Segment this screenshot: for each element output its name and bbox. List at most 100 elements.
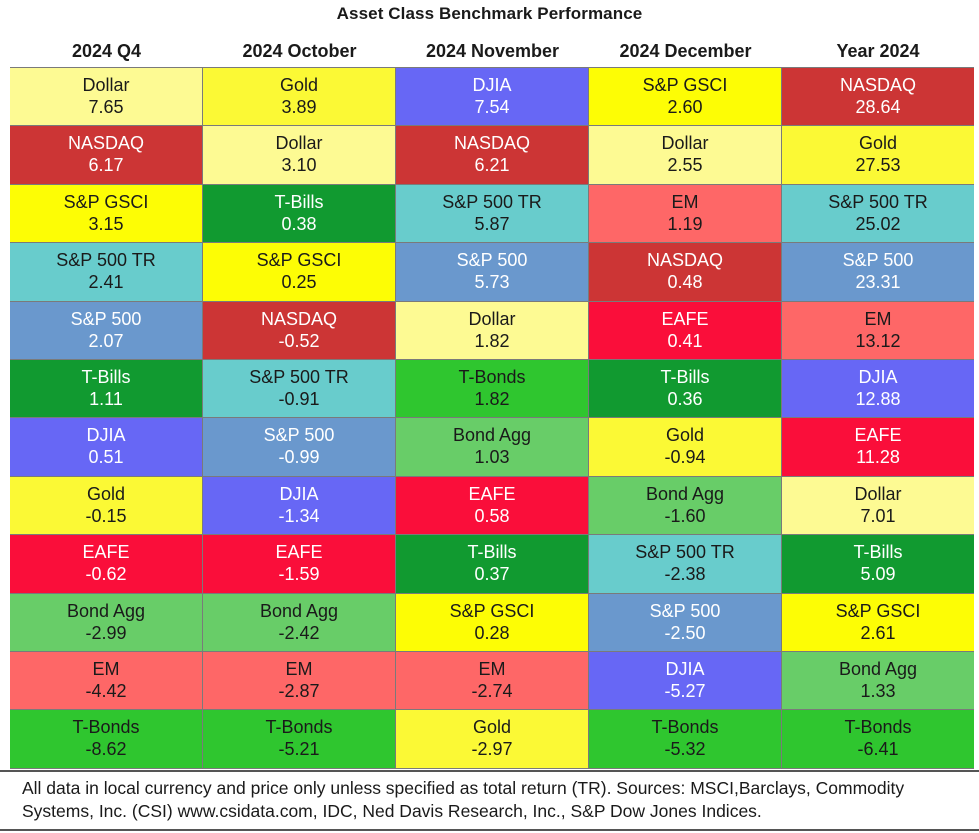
asset-value: -2.97: [471, 739, 513, 759]
table-cell: DJIA 0.51: [10, 418, 203, 477]
asset-value: 0.25: [281, 272, 317, 292]
table-cell: T-Bills 0.38: [203, 185, 396, 243]
asset-name: NASDAQ: [260, 309, 338, 329]
asset-value: -4.42: [85, 681, 127, 701]
asset-value: -2.87: [278, 681, 320, 701]
asset-value: 2.55: [667, 155, 703, 175]
asset-value: 7.54: [474, 97, 510, 117]
asset-value: 0.38: [281, 214, 317, 234]
table-cell: NASDAQ 6.21: [396, 126, 589, 185]
asset-name: EAFE: [82, 542, 130, 562]
asset-name: Dollar: [661, 133, 709, 153]
asset-name: S&P GSCI: [63, 192, 149, 212]
asset-name: T-Bills: [274, 192, 324, 212]
table-cell: EM 13.12: [782, 302, 974, 360]
asset-name: Gold: [472, 717, 512, 737]
asset-value: 27.53: [855, 155, 901, 175]
asset-name: NASDAQ: [646, 250, 724, 270]
asset-value: -8.62: [85, 739, 127, 759]
asset-value: 23.31: [855, 272, 901, 292]
asset-name: Dollar: [468, 309, 516, 329]
table-cell: EAFE 0.58: [396, 477, 589, 535]
asset-name: T-Bonds: [72, 717, 140, 737]
asset-name: S&P 500: [456, 250, 528, 270]
table-cell: T-Bills 1.11: [10, 360, 203, 418]
asset-name: T-Bonds: [265, 717, 333, 737]
asset-value: 0.41: [667, 331, 703, 351]
asset-value: -2.50: [664, 623, 706, 643]
table-cell: NASDAQ 28.64: [782, 68, 974, 126]
table-cell: T-Bonds -5.32: [589, 710, 782, 769]
asset-value: -2.74: [471, 681, 513, 701]
asset-name: DJIA: [86, 425, 126, 445]
table-cell: T-Bonds -6.41: [782, 710, 974, 769]
asset-value: -0.52: [278, 331, 320, 351]
table-cell: S&P 500 2.07: [10, 302, 203, 360]
asset-name: DJIA: [279, 484, 319, 504]
column-header: 2024 October: [242, 41, 357, 61]
asset-value: 6.17: [88, 155, 124, 175]
asset-name: Bond Agg: [66, 601, 146, 621]
asset-name: T-Bonds: [651, 717, 719, 737]
table-cell: Gold -2.97: [396, 710, 589, 769]
asset-value: 3.10: [281, 155, 317, 175]
asset-name: EM: [92, 659, 120, 679]
asset-name: Bond Agg: [645, 484, 725, 504]
asset-name: S&P 500: [649, 601, 721, 621]
asset-name: S&P 500 TR: [635, 542, 735, 562]
asset-name: S&P GSCI: [256, 250, 342, 270]
asset-value: 5.87: [474, 214, 510, 234]
asset-name: Dollar: [82, 75, 130, 95]
asset-name: T-Bonds: [458, 367, 526, 387]
footer: All data in local currency and price onl…: [0, 770, 979, 823]
table-cell: S&P 500 23.31: [782, 243, 974, 302]
asset-value: -2.42: [278, 623, 320, 643]
asset-value: 28.64: [855, 97, 901, 117]
asset-value: 0.36: [667, 389, 703, 409]
asset-value: 0.51: [88, 447, 124, 467]
table-cell: S&P GSCI 0.28: [396, 594, 589, 652]
table-cell: S&P GSCI 3.15: [10, 185, 203, 243]
asset-value: 0.48: [667, 272, 703, 292]
table-cell: S&P 500 -0.99: [203, 418, 396, 477]
asset-value: 25.02: [855, 214, 901, 234]
table-cell: T-Bonds -8.62: [10, 710, 203, 769]
table-cell: DJIA 7.54: [396, 68, 589, 126]
table-cell: Dollar 3.10: [203, 126, 396, 185]
table-cell: DJIA -1.34: [203, 477, 396, 535]
asset-name: S&P 500 TR: [56, 250, 156, 270]
table-cell: EAFE -0.62: [10, 535, 203, 594]
asset-value: -5.32: [664, 739, 706, 759]
table-cell: Gold -0.15: [10, 477, 203, 535]
asset-name: DJIA: [858, 367, 898, 387]
table-cell: S&P 500 TR 25.02: [782, 185, 974, 243]
asset-value: 2.07: [88, 331, 124, 351]
asset-value: -1.34: [278, 506, 320, 526]
asset-value: 7.01: [860, 506, 896, 526]
column-header: 2024 November: [425, 41, 560, 61]
asset-value: 3.89: [281, 97, 317, 117]
table-cell: S&P GSCI 2.61: [782, 594, 974, 652]
table-cell: T-Bills 0.37: [396, 535, 589, 594]
table-cell: EAFE -1.59: [203, 535, 396, 594]
column-header: Year 2024: [836, 41, 920, 61]
asset-name: Bond Agg: [452, 425, 532, 445]
asset-value: 0.58: [474, 506, 510, 526]
table-cell: EM 1.19: [589, 185, 782, 243]
asset-value: 1.33: [860, 681, 896, 701]
asset-value: 1.03: [474, 447, 510, 467]
table-cell: NASDAQ 0.48: [589, 243, 782, 302]
asset-name: EM: [285, 659, 313, 679]
asset-name: Bond Agg: [259, 601, 339, 621]
asset-value: -2.38: [664, 564, 706, 584]
table-cell: S&P 500 TR -2.38: [589, 535, 782, 594]
asset-value: 11.28: [856, 447, 900, 467]
asset-name: T-Bills: [467, 542, 517, 562]
table-cell: S&P 500 TR 2.41: [10, 243, 203, 302]
table-cell: EM -4.42: [10, 652, 203, 710]
table-cell: Gold -0.94: [589, 418, 782, 477]
asset-value: 3.15: [88, 214, 124, 234]
column-header: 2024 December: [619, 41, 752, 61]
table-cell: S&P 500 TR 5.87: [396, 185, 589, 243]
asset-name: EAFE: [275, 542, 323, 562]
